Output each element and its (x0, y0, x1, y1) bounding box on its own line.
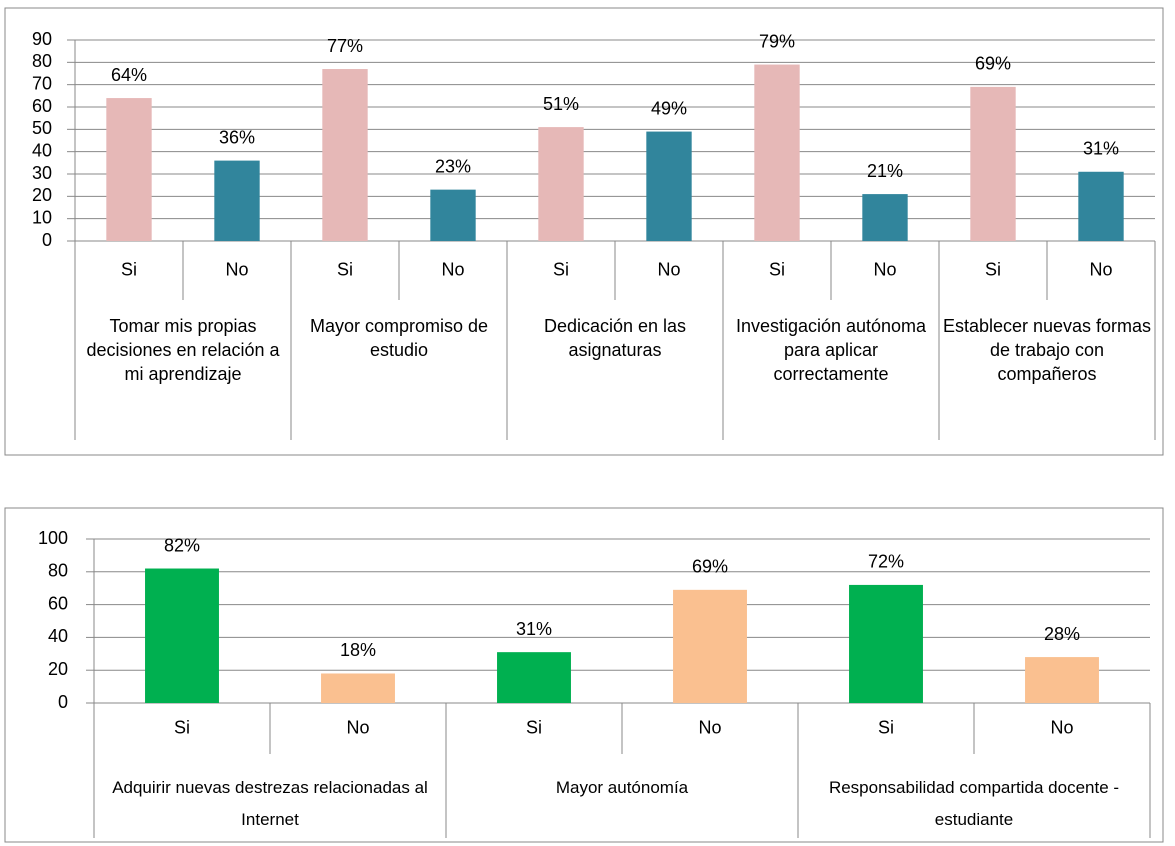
category-label: Si (769, 259, 785, 279)
y-tick-label: 10 (32, 207, 52, 227)
data-label: 18% (340, 640, 376, 660)
y-tick-label: 70 (32, 73, 52, 93)
category-label: No (346, 717, 369, 737)
bar (754, 64, 800, 241)
y-tick-label: 60 (32, 96, 52, 116)
group-label: Investigación autónoma para aplicar corr… (735, 316, 927, 384)
data-label: 51% (543, 94, 579, 114)
bar (970, 86, 1016, 242)
bar (106, 98, 152, 241)
y-tick-label: 40 (32, 140, 52, 160)
bar (322, 69, 368, 242)
y-tick-label: 80 (48, 561, 68, 581)
data-label: 82% (164, 535, 200, 555)
group-label: Mayor compromiso de estudio (309, 316, 489, 360)
data-label: 64% (111, 65, 147, 85)
category-label: Si (878, 717, 894, 737)
y-tick-label: 100 (38, 528, 68, 548)
y-tick-label: 30 (32, 163, 52, 183)
category-label: No (441, 259, 464, 279)
bar (862, 194, 908, 241)
data-label: 77% (327, 36, 363, 56)
bar (1078, 171, 1124, 241)
group-label: Tomar mis propias decisiones en relación… (86, 316, 280, 384)
data-label: 23% (435, 156, 471, 176)
bar (497, 652, 571, 703)
group-label: Mayor autónomía (555, 778, 689, 797)
y-tick-label: 20 (32, 185, 52, 205)
y-tick-label: 90 (32, 29, 52, 49)
data-label: 31% (1083, 139, 1119, 159)
y-tick-label: 0 (42, 230, 52, 250)
data-label: 21% (867, 161, 903, 181)
y-tick-label: 80 (32, 51, 52, 71)
chart-frame (4, 7, 1164, 456)
category-label: Si (174, 717, 190, 737)
y-tick-label: 0 (58, 692, 68, 712)
data-label: 31% (516, 619, 552, 639)
data-label: 36% (219, 127, 255, 147)
bar (849, 584, 923, 703)
bar (646, 131, 692, 241)
category-label: No (657, 259, 680, 279)
bar (145, 568, 219, 703)
group-label: Adquirir nuevas destrezas relacionadas a… (112, 778, 428, 829)
category-label: Si (526, 717, 542, 737)
category-label: Si (337, 259, 353, 279)
bar (1025, 657, 1099, 703)
data-label: 69% (692, 557, 728, 577)
bar (321, 673, 395, 703)
data-label: 79% (759, 31, 795, 51)
bar (214, 160, 260, 241)
y-tick-label: 20 (48, 659, 68, 679)
category-label: Si (985, 259, 1001, 279)
category-label: No (873, 259, 896, 279)
category-label: No (225, 259, 248, 279)
bar (673, 589, 747, 703)
data-label: 28% (1044, 624, 1080, 644)
group-label: Dedicación en las asignaturas (543, 316, 687, 360)
data-label: 72% (868, 552, 904, 572)
y-tick-label: 60 (48, 593, 68, 613)
category-label: Si (121, 259, 137, 279)
data-label: 49% (651, 98, 687, 118)
group-label: Establecer nuevas formas de trabajo con … (942, 316, 1152, 384)
data-label: 69% (975, 54, 1011, 74)
y-tick-label: 50 (32, 118, 52, 138)
y-tick-label: 40 (48, 626, 68, 646)
category-label: No (1050, 717, 1073, 737)
category-label: No (698, 717, 721, 737)
chart-frame (4, 507, 1164, 843)
bar (538, 127, 584, 241)
category-label: Si (553, 259, 569, 279)
bar (430, 189, 476, 241)
category-label: No (1089, 259, 1112, 279)
group-label: Responsabilidad compartida docente - est… (828, 778, 1120, 829)
